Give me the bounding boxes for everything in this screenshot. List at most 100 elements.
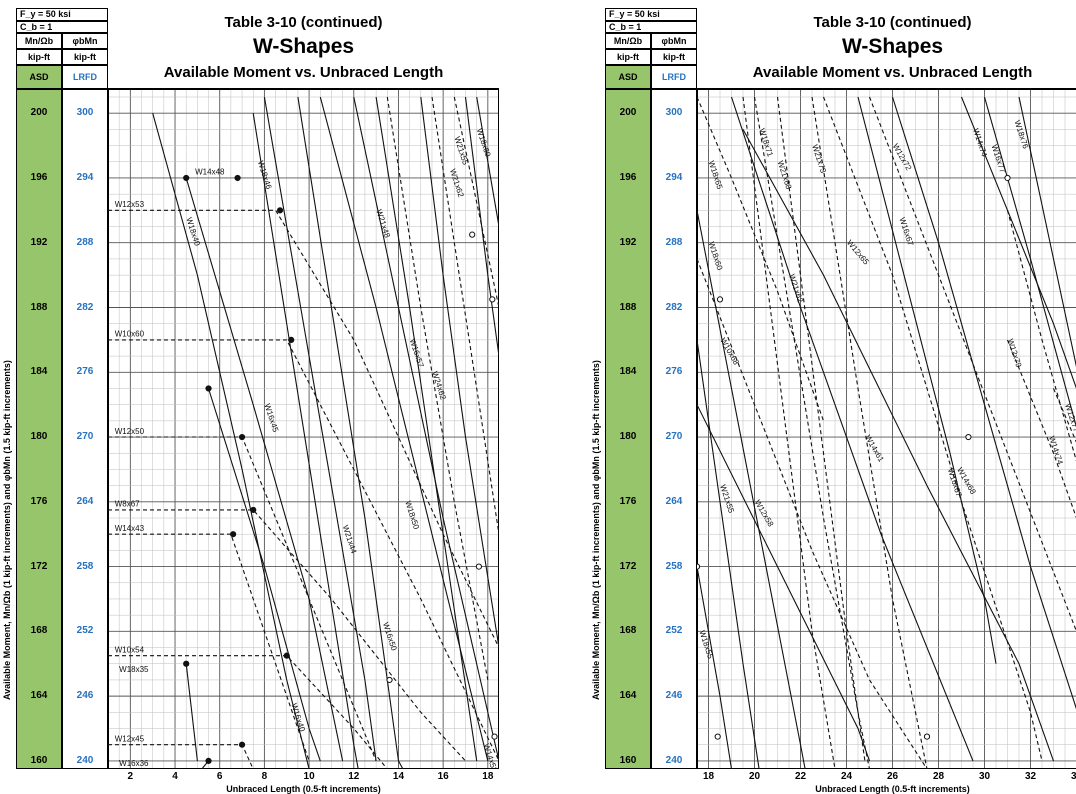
x-tick-label: 2 (128, 771, 134, 782)
lrfd-tick-label: 264 (651, 496, 697, 507)
lrfd-symbol: φbMn (62, 33, 108, 49)
asd-tick-label: 168 (605, 625, 651, 636)
lrfd-tick-label: 240 (651, 755, 697, 766)
table-title: Table 3-10 (continued) (697, 14, 1076, 31)
lrfd-tick-label: 288 (62, 237, 108, 248)
lrfd-tick-label: 300 (62, 107, 108, 118)
shape-title: W-Shapes (108, 35, 499, 59)
x-tick-label: 34 (1071, 771, 1076, 782)
lrfd-tick-label: 240 (62, 755, 108, 766)
series-label-w12x53: W12x53 (115, 200, 145, 209)
asd-tick-label: 184 (605, 366, 651, 377)
asd-tick-label: 160 (16, 755, 62, 766)
lrfd-column (62, 89, 108, 769)
lrfd-tick-label: 300 (651, 107, 697, 118)
chart-marker (476, 564, 481, 569)
asd-tick-label: 184 (16, 366, 62, 377)
lrfd-tick-label: 288 (651, 237, 697, 248)
chart-marker (715, 734, 720, 739)
series-label-w18x60: W18x60 (475, 127, 493, 158)
series-label-w14x74: W14x74 (1047, 435, 1065, 466)
x-tick-label: 26 (887, 771, 898, 782)
chart-marker (966, 434, 971, 439)
lrfd-tick-label: 258 (651, 561, 697, 572)
x-axis-label: Unbraced Length (0.5-ft increments) (697, 784, 1076, 794)
x-tick-label: 18 (703, 771, 714, 782)
lrfd-tick-label: 246 (651, 690, 697, 701)
series-label-w16x36: W16x36 (119, 759, 149, 768)
panel-left: F_y = 50 ksi C_b = 1 Mn/Ωb φbMn kip-ft k… (16, 8, 499, 792)
chart-marker (251, 507, 256, 512)
y-axis-label-left: Available Moment, Mn/Ωb (1 kip-ft increm… (2, 360, 12, 700)
chart-marker (470, 232, 475, 237)
chart-marker (717, 297, 722, 302)
series-label-w24x62: W24x62 (430, 370, 448, 401)
asd-tick-label: 176 (16, 496, 62, 507)
asd-tick-label: 196 (16, 172, 62, 183)
series-label-w18x35: W18x35 (119, 665, 149, 674)
series-label-w18x65: W18x65 (707, 160, 725, 191)
series-label-w10x60: W10x60 (115, 330, 145, 339)
lrfd-tick-label: 282 (62, 302, 108, 313)
x-tick-label: 24 (841, 771, 852, 782)
x-tick-label: 8 (262, 771, 268, 782)
lrfd-unit: kip-ft (651, 49, 697, 65)
chart-marker (289, 337, 294, 342)
x-tick-label: 22 (795, 771, 806, 782)
asd-tick-label: 172 (605, 561, 651, 572)
asd-tick-label: 180 (605, 431, 651, 442)
lrfd-symbol: φbMn (651, 33, 697, 49)
cb-label: C_b = 1 (16, 21, 108, 33)
x-tick-label: 6 (217, 771, 223, 782)
chart-subtitle: Available Moment vs. Unbraced Length (697, 64, 1076, 81)
lrfd-tick-label: 294 (62, 172, 108, 183)
shape-title: W-Shapes (697, 35, 1076, 59)
asd-tick-label: 164 (605, 690, 651, 701)
chart-marker (387, 677, 392, 682)
x-tick-label: 32 (1025, 771, 1036, 782)
chart-marker (239, 742, 244, 747)
lrfd-tick-label: 282 (651, 302, 697, 313)
series-label-w14x48: W14x48 (195, 168, 225, 177)
asd-unit: kip-ft (16, 49, 62, 65)
asd-tick-label: 200 (16, 107, 62, 118)
series-line-w12x65 (743, 129, 1054, 761)
chart-marker (206, 758, 211, 763)
chart-marker (184, 661, 189, 666)
asd-tick-label: 160 (605, 755, 651, 766)
chart-marker (697, 564, 700, 569)
series-line-w21x68 (778, 97, 865, 761)
fy-label: F_y = 50 ksi (16, 8, 108, 21)
asd-tick-label: 172 (16, 561, 62, 572)
lrfd-heading: LRFD (651, 65, 697, 89)
lrfd-tick-label: 264 (62, 496, 108, 507)
series-label-w21x73: W21x73 (810, 143, 828, 174)
series-line-w21x55 (697, 340, 759, 769)
chart-marker (492, 734, 497, 739)
chart-marker (206, 386, 211, 391)
cb-label: C_b = 1 (605, 21, 697, 33)
lrfd-tick-label: 276 (62, 366, 108, 377)
series-label-w10x54: W10x54 (115, 645, 145, 654)
series-label-w12x72: W12x72 (891, 142, 914, 172)
series-label-w18x50: W18x50 (403, 500, 421, 531)
x-tick-label: 14 (393, 771, 404, 782)
lrfd-tick-label: 294 (651, 172, 697, 183)
fy-label: F_y = 50 ksi (605, 8, 697, 21)
series-label-w18x71: W18x71 (757, 127, 775, 158)
lrfd-tick-label: 258 (62, 561, 108, 572)
series-label-w12x50: W12x50 (115, 427, 145, 436)
asd-tick-label: 188 (605, 302, 651, 313)
lrfd-tick-label: 270 (62, 431, 108, 442)
chart-marker (231, 532, 236, 537)
asd-unit: kip-ft (605, 49, 651, 65)
series-line-w18x55 (697, 567, 732, 769)
series-label-w18x60: W18x60 (707, 241, 725, 272)
lrfd-tick-label: 252 (651, 625, 697, 636)
x-tick-label: 30 (979, 771, 990, 782)
chart-marker (239, 434, 244, 439)
asd-column (16, 89, 62, 769)
chart-marker (1005, 175, 1010, 180)
lrfd-tick-label: 270 (651, 431, 697, 442)
asd-tick-label: 192 (16, 237, 62, 248)
